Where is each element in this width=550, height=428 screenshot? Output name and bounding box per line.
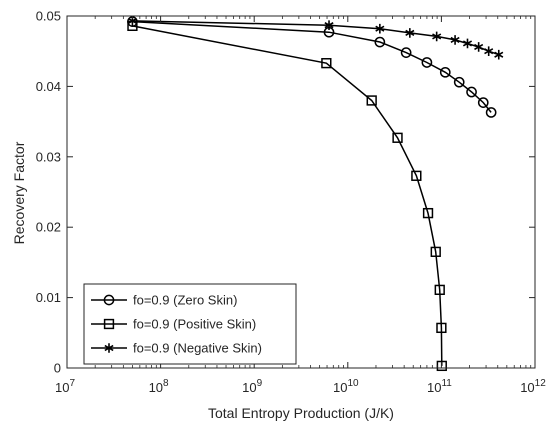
- legend-marker-asterisk: [104, 343, 114, 353]
- data-point-circle: [400, 47, 412, 58]
- data-point-circle: [477, 97, 489, 108]
- y-tick-label: 0.04: [36, 79, 61, 94]
- series-line-square: [132, 25, 443, 366]
- data-point-asterisk: [494, 49, 504, 60]
- axes-layer: 107 108 109 1010 1011 1012 0 0.01 0.02 0.03 0.04 0.…: [36, 9, 547, 396]
- data-point-square: [430, 246, 441, 257]
- legend-entry: fo=0.9 (Negative Skin): [91, 341, 262, 356]
- legend-label: fo=0.9 (Zero Skin): [133, 293, 237, 308]
- y-tick-label: 0: [54, 361, 61, 376]
- series-circle: [127, 16, 497, 118]
- data-point-square: [411, 170, 422, 181]
- data-point-square: [434, 284, 445, 296]
- y-tick-label: 0.02: [36, 220, 61, 235]
- data-point-asterisk: [375, 23, 385, 34]
- series-layer: [127, 16, 504, 372]
- plot-frame: [66, 15, 536, 369]
- legend-entry: fo=0.9 (Positive Skin): [91, 317, 256, 332]
- x-tick-label: 1011: [427, 378, 452, 395]
- x-tick-label: 1010: [333, 378, 359, 395]
- data-point-circle: [374, 36, 386, 48]
- y-tick-label: 0.01: [36, 290, 61, 305]
- data-point-asterisk: [484, 46, 494, 56]
- data-point-circle: [485, 107, 497, 118]
- legend-label: fo=0.9 (Positive Skin): [133, 317, 256, 332]
- y-axis-label: Recovery Factor: [11, 141, 27, 244]
- x-axis-label: Total Entropy Production (J/K): [208, 405, 394, 421]
- data-point-circle: [453, 76, 465, 88]
- data-point-circle: [439, 66, 451, 78]
- legend-label: fo=0.9 (Negative Skin): [133, 341, 262, 356]
- data-point-asterisk: [405, 28, 415, 38]
- x-tick-label: 107: [55, 378, 75, 395]
- legend-entry: fo=0.9 (Zero Skin): [91, 293, 237, 308]
- series-asterisk: [127, 16, 504, 60]
- data-point-circle: [466, 86, 477, 98]
- series-line-circle: [132, 20, 492, 113]
- y-tick-label: 0.03: [36, 149, 61, 164]
- x-tick-label: 1012: [520, 378, 546, 395]
- data-point-asterisk: [432, 31, 442, 42]
- data-point-square: [321, 58, 332, 69]
- x-tick-label: 108: [149, 378, 169, 395]
- legend-marker-circle: [103, 294, 115, 306]
- y-tick-label: 0.05: [36, 9, 61, 24]
- data-point-square: [422, 207, 434, 219]
- series-line-asterisk: [132, 20, 500, 56]
- legend-marker-square: [103, 318, 115, 330]
- data-point-asterisk: [324, 20, 334, 30]
- x-tick-label: 109: [242, 378, 262, 395]
- data-point-square: [436, 322, 447, 334]
- data-point-square: [392, 132, 403, 143]
- data-point-asterisk: [462, 38, 473, 49]
- series-square: [127, 20, 447, 372]
- legend: fo=0.9 (Zero Skin) fo=0.9 (Positive Skin)…: [83, 283, 297, 365]
- data-point-circle: [421, 57, 433, 68]
- data-point-asterisk: [474, 42, 484, 52]
- data-point-square: [366, 95, 377, 106]
- data-point-asterisk: [450, 35, 460, 45]
